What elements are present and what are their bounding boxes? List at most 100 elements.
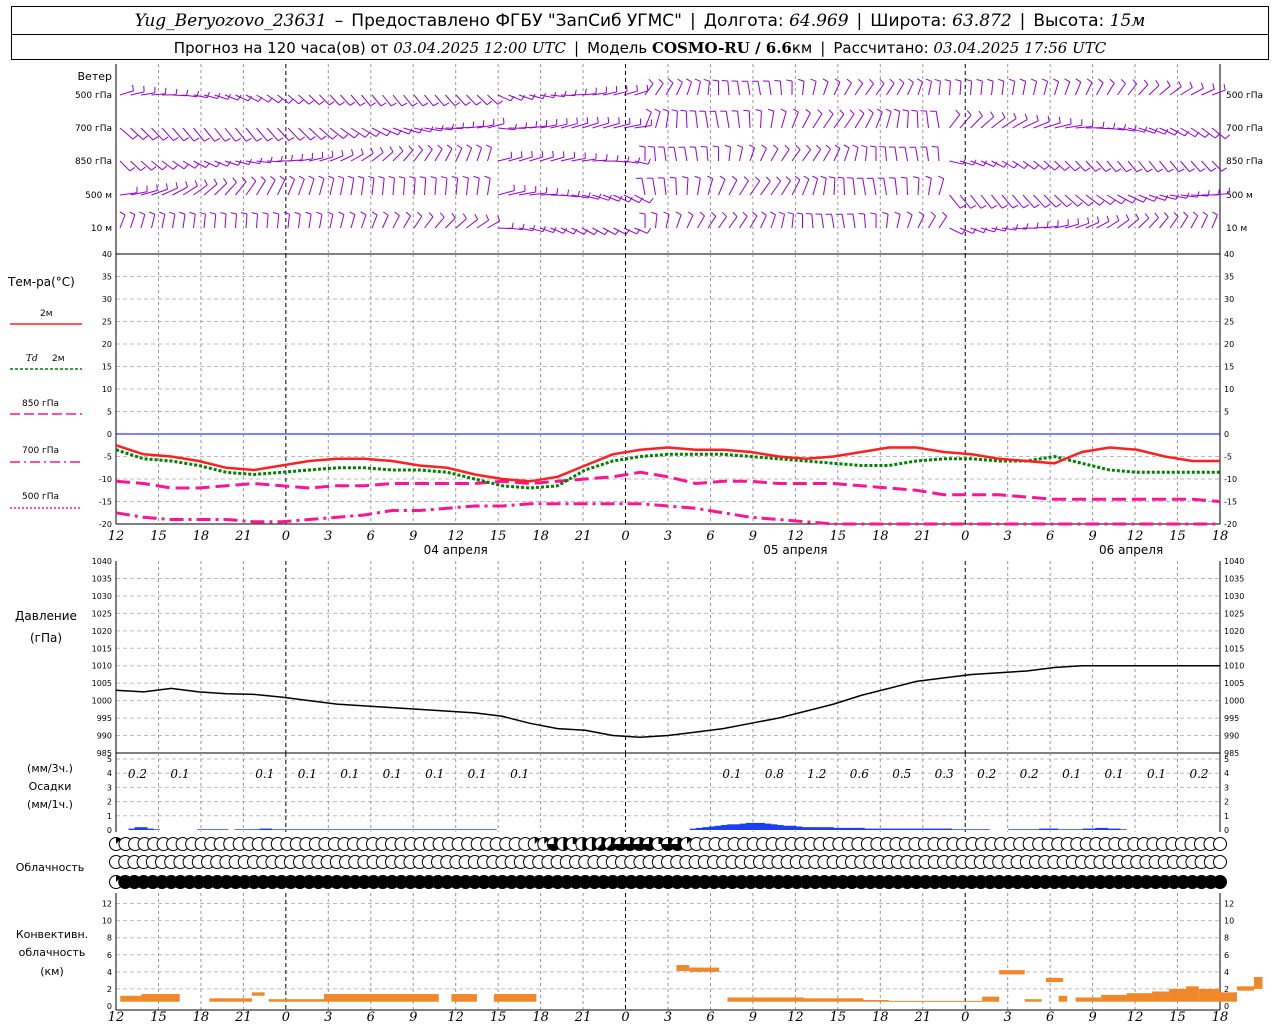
wind-barb-shaft	[833, 113, 845, 129]
temp-ytick-right: 35	[1224, 273, 1234, 282]
wind-barb-shaft	[833, 148, 841, 162]
wind-barb-shaft	[1001, 194, 1014, 209]
wind-barb-shaft	[193, 214, 196, 229]
wind-barb-shaft	[245, 127, 258, 142]
wind-barb-shaft	[852, 214, 856, 229]
wind-barb-shaft	[685, 110, 688, 129]
wind-barb-feather	[556, 188, 559, 195]
wind-barb-feather	[132, 84, 134, 91]
wind-barb-shaft	[844, 147, 850, 162]
conv-cloud-bar	[268, 999, 308, 1002]
wind-barb-shaft	[287, 94, 300, 105]
wind-barb-feather	[541, 150, 544, 157]
wind-barb-feather	[822, 78, 829, 83]
wind-barb-feather	[552, 150, 554, 158]
wind-barb-shaft	[298, 178, 305, 196]
wind-barb-feather	[473, 175, 480, 179]
wind-barb-shaft	[214, 214, 217, 229]
hour-tick-label-bottom: 15	[1169, 1010, 1186, 1024]
wind-barb-shaft	[266, 94, 279, 104]
pres-ytick-right: 1020	[1224, 627, 1244, 636]
separator: |	[1019, 10, 1026, 31]
wind-barb-shaft	[686, 215, 694, 229]
wind-barb-shaft	[1064, 223, 1079, 229]
wind-barb-shaft	[277, 179, 286, 196]
prec-ytick-right: 0	[1224, 826, 1229, 835]
wind-barb-feather	[908, 78, 914, 83]
precip-bar	[845, 827, 853, 830]
wind-barb-shaft	[592, 92, 607, 96]
wind-barb-feather	[925, 175, 932, 179]
wind-barb-shaft	[844, 82, 852, 96]
wind-barb-feather	[1098, 78, 1104, 84]
wind-barb-feather	[770, 211, 776, 216]
precip-bar	[876, 828, 884, 830]
wind-barb-feather	[1102, 121, 1105, 128]
temp-ytick: 30	[102, 295, 112, 304]
wind-barb-feather	[752, 211, 758, 217]
wind-barb-feather	[976, 78, 983, 82]
wind-barb-shaft	[340, 214, 345, 229]
wind-barb-feather	[291, 154, 293, 161]
wind-barb-feather	[663, 211, 670, 215]
wind-barb-shaft	[403, 127, 420, 134]
temp-ytick: 35	[102, 273, 112, 282]
wind-barb-shaft	[172, 127, 185, 142]
hour-tick-label-bottom: 18	[872, 1010, 889, 1024]
wind-barb-shaft	[707, 216, 717, 229]
wind-barb-feather	[817, 109, 823, 114]
wind-barb-shaft	[1169, 194, 1187, 199]
wind-title: Ветер	[78, 70, 112, 83]
hour-tick-label-bottom: 21	[913, 1010, 931, 1024]
prec-ytick: 2	[107, 798, 112, 807]
wind-barb-shaft	[760, 180, 771, 196]
wind-barb-shaft	[1033, 194, 1046, 208]
wind-barb-feather	[394, 211, 400, 216]
legend-700-label: 700 гПа	[22, 446, 59, 456]
wind-barb-feather	[419, 176, 426, 179]
wind-barb-feather	[256, 137, 263, 142]
wind-barb-shaft	[1190, 160, 1201, 172]
model-unit: км	[791, 38, 813, 57]
wind-barb-shaft	[151, 160, 163, 171]
wind-barb-shaft	[382, 151, 394, 162]
wind-barb-shaft	[455, 94, 466, 106]
wind-barb-shaft	[1106, 220, 1120, 229]
wind-barb-feather	[731, 175, 738, 181]
pres-ytick-right: 1035	[1224, 574, 1244, 583]
wind-barb-shaft	[1180, 215, 1189, 229]
wind-barb-shaft	[182, 127, 195, 142]
pres-ytick-right: 1025	[1224, 609, 1244, 618]
wind-barb-feather	[183, 137, 190, 142]
wind-barb-shaft	[1075, 160, 1086, 172]
wind-barb-shaft	[130, 160, 141, 171]
day-label: 05 апреля	[763, 543, 827, 557]
wind-barb-shaft	[728, 147, 732, 162]
wind-barb-feather	[879, 78, 885, 84]
forecast-label: Прогноз на 120 часа(ов) от	[173, 38, 389, 57]
wind-barb-shaft	[937, 147, 940, 162]
conv-cloud-bar	[676, 965, 690, 971]
wind-barb-shaft	[214, 94, 228, 100]
wind-barb-feather	[742, 211, 748, 217]
wind-barb-feather	[628, 196, 633, 203]
conv-title-2: облачность	[19, 946, 86, 959]
wind-barb-feather	[272, 212, 279, 215]
precip-bar	[128, 828, 136, 830]
precip-bar	[920, 828, 928, 830]
conv-cloud-bar	[1253, 976, 1263, 989]
conv-cloud-bar	[689, 967, 719, 972]
conv-cloud-bar	[1198, 988, 1220, 1002]
wind-barb-feather	[1121, 199, 1126, 205]
wind-barb-feather	[1223, 84, 1226, 91]
wind-barb-shaft	[361, 152, 374, 162]
wind-barb-shaft	[466, 94, 477, 106]
wind-barb-shaft	[655, 214, 658, 229]
precip-bar	[802, 827, 809, 830]
wind-barb-feather	[189, 211, 196, 215]
wind-barb-feather	[1189, 168, 1195, 173]
precip-bar	[484, 829, 491, 830]
wind-barb-feather	[1183, 211, 1189, 217]
wind-barb-shaft	[266, 127, 279, 142]
wind-barb-feather	[283, 211, 290, 215]
